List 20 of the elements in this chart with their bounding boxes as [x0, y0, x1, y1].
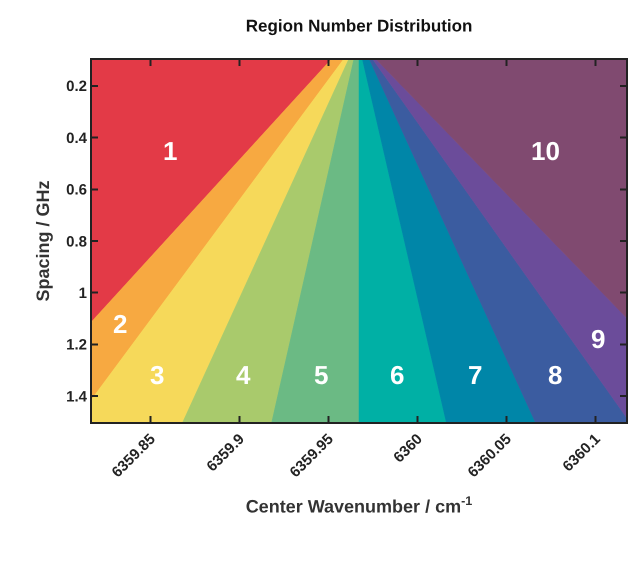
- series-label: 2: [113, 309, 128, 339]
- series-label: 1: [163, 136, 178, 166]
- series-label: 4: [236, 360, 251, 390]
- y-tick-label: 0.8: [66, 233, 87, 250]
- y-tick-label: 1.2: [66, 336, 87, 354]
- y-tick-label: 0.2: [66, 78, 87, 96]
- series-label: 5: [314, 360, 328, 390]
- series-label: 9: [591, 324, 606, 354]
- series-label: 10: [531, 136, 560, 166]
- y-axis-title: Spacing / GHz: [32, 180, 53, 302]
- y-tick-label: 1.4: [66, 388, 88, 406]
- y-tick-label: 0.4: [66, 130, 88, 147]
- series-label: 8: [548, 360, 562, 390]
- chart-title: Region Number Distribution: [246, 16, 472, 36]
- series-label: 3: [150, 360, 164, 390]
- y-tick-label: 0.6: [66, 182, 87, 199]
- series-label: 6: [390, 360, 404, 390]
- series-label: 7: [468, 360, 482, 390]
- x-axis-title: Center Wavenumber / cm$^{-1}$: [246, 494, 472, 517]
- y-tick-label: 1: [78, 284, 87, 302]
